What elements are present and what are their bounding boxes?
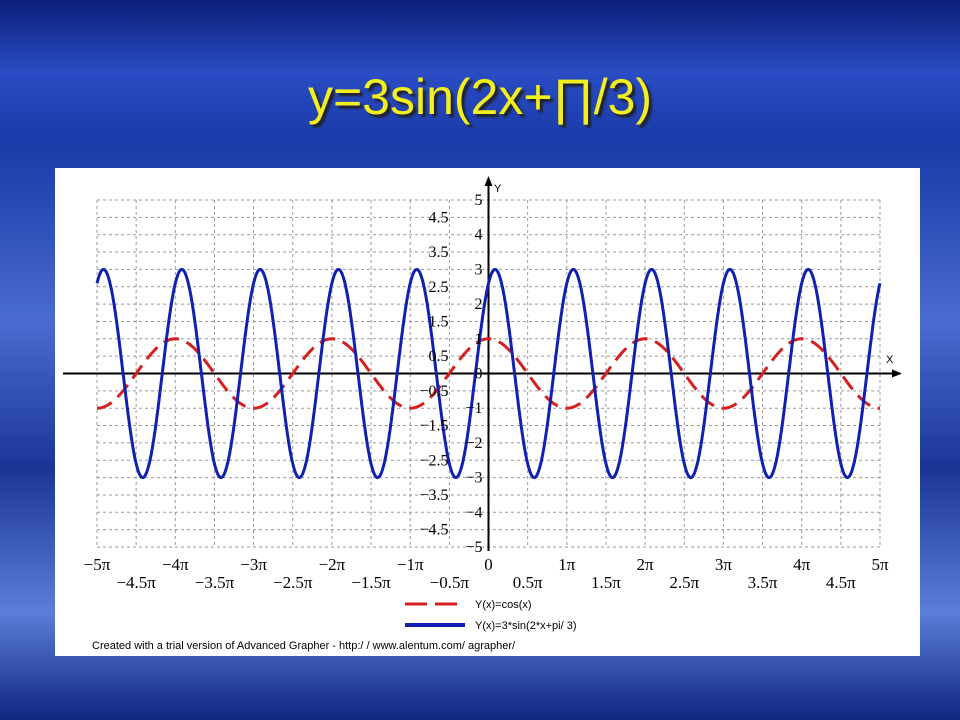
x-tick-label: 1π [558, 555, 576, 574]
x-tick-label: −4.5π [116, 573, 156, 592]
y-tick-label: −4.5 [419, 522, 448, 539]
legend-label-cos: Y(x)=cos(x) [475, 599, 532, 611]
x-tick-label: 4π [793, 555, 811, 574]
y-tick-label: 2 [475, 296, 483, 313]
y-tick-label: 3 [475, 261, 483, 278]
y-axis-arrow-icon [484, 176, 493, 186]
x-tick-label: −2.5π [273, 573, 313, 592]
y-axis-label: Y [494, 183, 502, 195]
x-tick-label: −0.5π [430, 573, 470, 592]
x-tick-label: 3π [715, 555, 733, 574]
x-tick-label: −5π [84, 555, 111, 574]
x-tick-label: −3π [240, 555, 267, 574]
x-tick-label: 2π [637, 555, 655, 574]
y-tick-label: 4 [475, 227, 483, 244]
legend-label-sin: Y(x)=3*sin(2*x+pi/ 3) [475, 620, 577, 632]
y-tick-label: −1.5 [419, 418, 448, 435]
y-tick-label: −4 [465, 504, 482, 521]
chart-panel: −5π −4.5π −4π −3.5π −3π −2.5π −2π −1.5π −1π −0.5π… [55, 168, 920, 656]
y-tick-label: −2.5 [419, 452, 448, 469]
y-tick-label: 4.5 [429, 209, 449, 226]
x-tick-label: −1π [397, 555, 424, 574]
x-tick-label: 0 [484, 555, 493, 574]
series-line-sin [95, 267, 882, 480]
y-tick-label: −3.5 [419, 487, 448, 504]
x-tick-label: −2π [319, 555, 346, 574]
x-tick-label: 0.5π [513, 573, 543, 592]
chart: −5π −4.5π −4π −3.5π −3π −2.5π −2π −1.5π −1π −0.5π… [63, 176, 902, 652]
x-tick-label: −3.5π [195, 573, 235, 592]
x-tick-label: −1.5π [351, 573, 391, 592]
x-tick-label: 1.5π [591, 573, 621, 592]
y-tick-label: 1 [475, 331, 483, 348]
x-axis-label: X [886, 354, 894, 366]
y-tick-label: 0 [475, 366, 483, 383]
x-tick-label: 2.5π [669, 573, 699, 592]
y-tick-label: −1 [465, 400, 482, 417]
y-tick-label: 5 [475, 192, 483, 209]
x-axis-arrow-icon [892, 369, 902, 378]
y-tick-label: −2 [465, 435, 482, 452]
y-tick-label: 3.5 [429, 244, 449, 261]
y-tick-label: 0.5 [429, 348, 449, 365]
footer-credit: Created with a trial version of Advanced… [92, 640, 516, 652]
x-tick-label: 3.5π [748, 573, 778, 592]
x-tick-label: 5π [871, 555, 889, 574]
y-tick-label: −3 [465, 470, 482, 487]
series-line-cos [97, 337, 880, 410]
y-tick-label: 2.5 [429, 279, 449, 296]
y-tick-label: −0.5 [419, 383, 448, 400]
y-tick-label: −5 [465, 539, 482, 556]
x-tick-label: 4.5π [826, 573, 856, 592]
x-tick-label: −4π [162, 555, 189, 574]
slide-title: y=3sin(2x+∏/3) [307, 69, 653, 125]
y-tick-label: 1.5 [429, 313, 449, 330]
